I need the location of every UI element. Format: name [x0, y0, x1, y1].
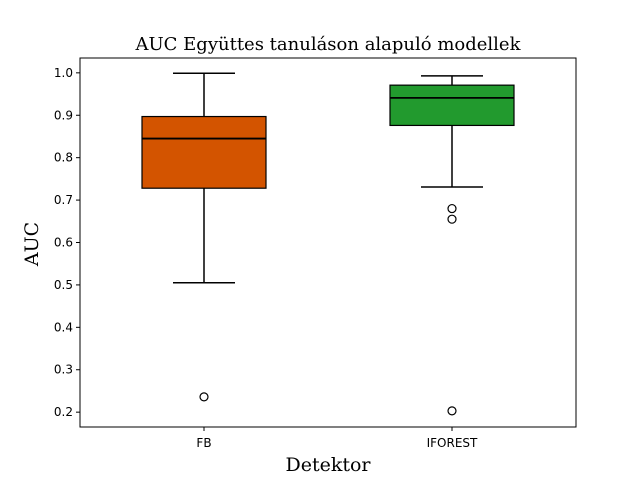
outlier-point: [447, 214, 457, 224]
plot-frame: [79, 57, 577, 428]
x-tick-label: IFOREST: [427, 436, 478, 450]
outlier-point: [447, 203, 457, 214]
outlier-point: [447, 406, 457, 416]
y-tick-label: 0.5: [54, 278, 73, 292]
box-iforest: [389, 84, 515, 127]
y-axis-title: AUC: [21, 222, 43, 267]
y-tick-label: 0.3: [54, 363, 73, 377]
y-tick-label: 0.9: [54, 108, 73, 122]
x-axis-title: Detektor: [285, 454, 371, 476]
outlier-point: [199, 392, 209, 402]
y-tick-label: 0.6: [54, 236, 73, 250]
box-fb: [141, 115, 267, 189]
y-tick-label: 0.7: [54, 193, 73, 207]
chart-title: AUC Együttes tanuláson alapuló modellek: [135, 34, 522, 55]
y-tick-label: 0.8: [54, 151, 73, 165]
y-tick-label: 0.4: [54, 320, 73, 334]
y-tick-label: 1.0: [54, 66, 73, 80]
plot-area: 0.2 0.3 0.4 0.5 0.6 0.7 0.8 0.9 1.0 FB IFOREST: [54, 66, 515, 450]
x-tick-label: FB: [196, 436, 211, 450]
y-tick-label: 0.2: [54, 405, 73, 419]
